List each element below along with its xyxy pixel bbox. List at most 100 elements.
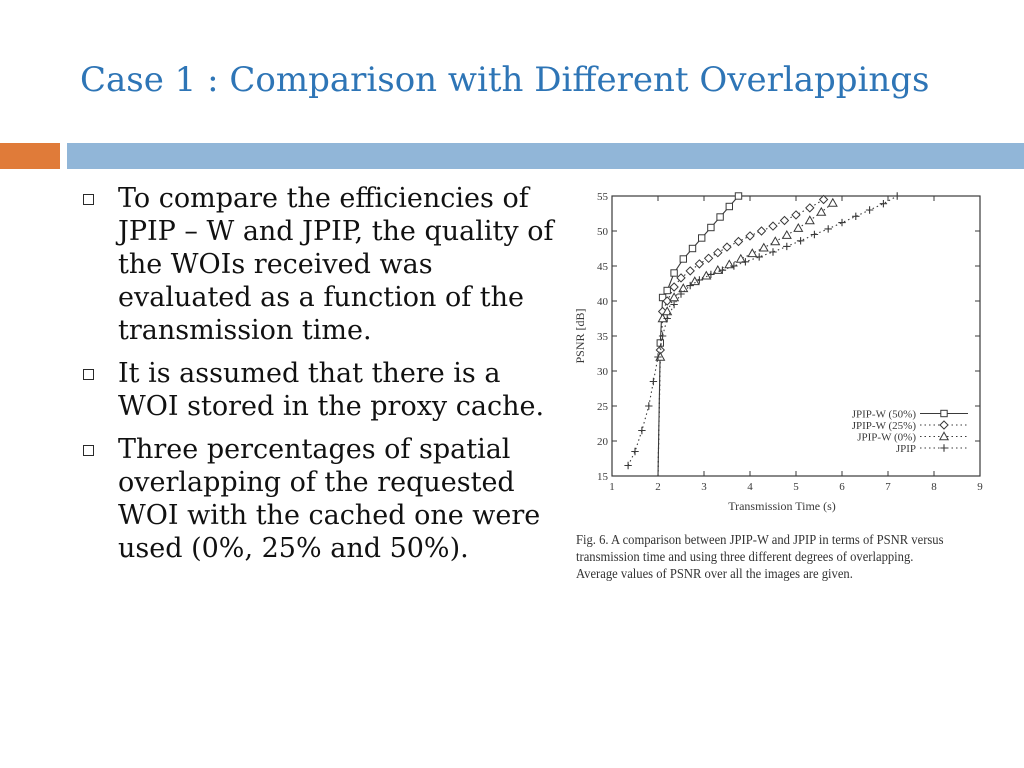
y-axis-label: PSNR [dB] xyxy=(573,308,587,363)
psnr-chart: 1 2 3 4 5 6 7 8 9152025303540455055Transmission … xyxy=(573,191,983,513)
data-point xyxy=(756,226,767,236)
x-tick-label: 7 xyxy=(885,481,891,493)
hollow-square-bullet-icon xyxy=(83,369,94,380)
data-point xyxy=(741,258,750,266)
bullet-item: Three percentages of spatial overlapping… xyxy=(82,433,567,565)
data-point xyxy=(733,236,744,247)
legend-marker xyxy=(940,444,948,452)
data-point xyxy=(689,276,700,286)
x-tick-label: 3 xyxy=(701,481,707,493)
data-point xyxy=(852,212,860,220)
x-axis-label: Transmission Time (s) xyxy=(728,499,836,513)
bullet-list: To compare the efficiencies of JPIP – W … xyxy=(82,182,567,575)
data-point xyxy=(893,192,901,200)
data-point xyxy=(879,200,888,208)
data-point xyxy=(686,281,694,290)
series-line xyxy=(657,202,834,477)
y-tick-label: 40 xyxy=(597,296,609,308)
bullet-text: Three percentages of spatial overlapping… xyxy=(118,434,541,564)
data-point xyxy=(791,210,801,220)
data-point xyxy=(677,290,685,298)
data-point xyxy=(707,270,715,279)
data-point xyxy=(781,229,792,239)
data-point xyxy=(768,221,778,231)
data-point xyxy=(663,314,671,323)
data-point xyxy=(707,223,715,232)
x-tick-label: 5 xyxy=(793,481,799,493)
legend-label: JPIP xyxy=(896,443,916,455)
data-point xyxy=(770,236,781,246)
data-point xyxy=(745,231,755,241)
data-point xyxy=(769,248,777,256)
data-point xyxy=(793,222,804,232)
figure: 1 2 3 4 5 6 7 8 9 15 20 25 30 35 40 45 50 55 Transmission … xyxy=(568,186,1014,596)
data-point xyxy=(755,253,763,261)
data-point xyxy=(638,426,646,435)
data-point xyxy=(658,332,667,340)
data-point xyxy=(865,206,874,214)
data-point xyxy=(758,242,769,252)
data-point xyxy=(824,225,832,233)
data-point xyxy=(645,402,653,410)
data-point xyxy=(718,266,727,274)
x-tick-label: 4 xyxy=(747,481,753,493)
data-point xyxy=(838,218,846,227)
data-point xyxy=(658,293,667,302)
data-point xyxy=(735,253,746,263)
series-2 xyxy=(655,197,838,477)
y-tick-label: 50 xyxy=(597,226,609,238)
data-point xyxy=(713,247,723,258)
data-point xyxy=(805,203,815,213)
data-point xyxy=(816,206,827,216)
data-point xyxy=(747,248,758,258)
x-tick-label: 6 xyxy=(839,481,845,493)
data-point xyxy=(695,276,704,284)
bullet-text: It is assumed that there is a WOI stored… xyxy=(118,358,545,422)
data-point xyxy=(716,213,724,221)
legend-marker xyxy=(938,431,950,441)
data-point xyxy=(703,253,714,264)
data-point xyxy=(662,296,672,306)
bullet-item: It is assumed that there is a WOI stored… xyxy=(82,357,567,423)
data-point xyxy=(779,215,790,226)
series-3 xyxy=(624,192,901,470)
data-point xyxy=(827,197,838,207)
y-tick-label: 45 xyxy=(597,261,609,273)
data-point xyxy=(679,255,687,263)
plot-frame xyxy=(611,195,981,477)
data-point xyxy=(810,230,819,239)
data-point xyxy=(649,377,658,386)
data-point xyxy=(662,306,673,316)
data-point xyxy=(669,282,679,292)
chart-legend: JPIP-W (50%)JPIP-W (25%)JPIP-W (0%)JPIP xyxy=(852,409,968,455)
x-tick-label: 1 xyxy=(609,481,615,493)
accent-bar-blue xyxy=(67,143,1024,169)
y-tick-label: 35 xyxy=(597,331,609,343)
hollow-square-bullet-icon xyxy=(83,445,94,456)
y-tick-label: 20 xyxy=(597,436,609,448)
data-point xyxy=(663,286,671,295)
data-point xyxy=(694,259,705,269)
series-1 xyxy=(655,194,829,477)
x-tick-label: 9 xyxy=(977,481,983,493)
data-point xyxy=(631,447,639,456)
data-point xyxy=(725,202,734,211)
y-tick-label: 55 xyxy=(597,191,609,203)
bullet-text: To compare the efficiencies of JPIP – W … xyxy=(118,183,554,346)
data-point xyxy=(624,461,632,470)
hollow-square-bullet-icon xyxy=(83,194,94,205)
x-tick-label: 2 xyxy=(655,481,661,493)
data-point xyxy=(678,283,689,293)
data-point xyxy=(654,353,662,361)
data-point xyxy=(698,234,706,242)
data-point xyxy=(804,215,815,225)
data-point xyxy=(783,242,791,251)
bullet-item: To compare the efficiencies of JPIP – W … xyxy=(82,182,567,347)
accent-bar-orange xyxy=(0,143,60,169)
data-point xyxy=(722,242,732,252)
y-tick-label: 15 xyxy=(597,471,609,483)
series-0 xyxy=(656,192,743,477)
x-tick-label: 8 xyxy=(931,481,937,493)
data-point xyxy=(685,266,695,276)
slide-title: Case 1 : Comparison with Different Overl… xyxy=(80,60,930,100)
